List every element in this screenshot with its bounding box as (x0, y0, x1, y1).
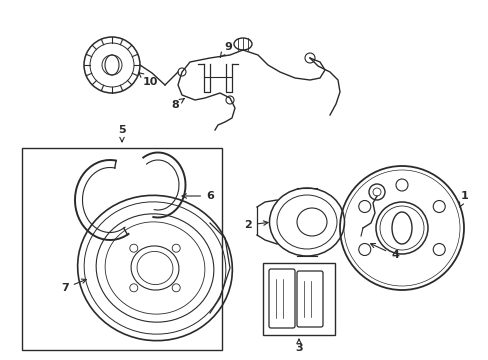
Bar (263, 263, 334, 335)
Bar (22, 148, 222, 350)
Text: 1: 1 (459, 191, 468, 207)
Text: 8: 8 (171, 99, 184, 110)
Text: 4: 4 (370, 244, 398, 260)
Text: 7: 7 (61, 279, 86, 293)
Text: 2: 2 (244, 220, 267, 230)
Text: 3: 3 (295, 339, 302, 353)
Text: 6: 6 (182, 191, 214, 201)
Text: 9: 9 (220, 42, 231, 57)
Text: 10: 10 (138, 72, 157, 87)
Text: 5: 5 (118, 125, 125, 142)
